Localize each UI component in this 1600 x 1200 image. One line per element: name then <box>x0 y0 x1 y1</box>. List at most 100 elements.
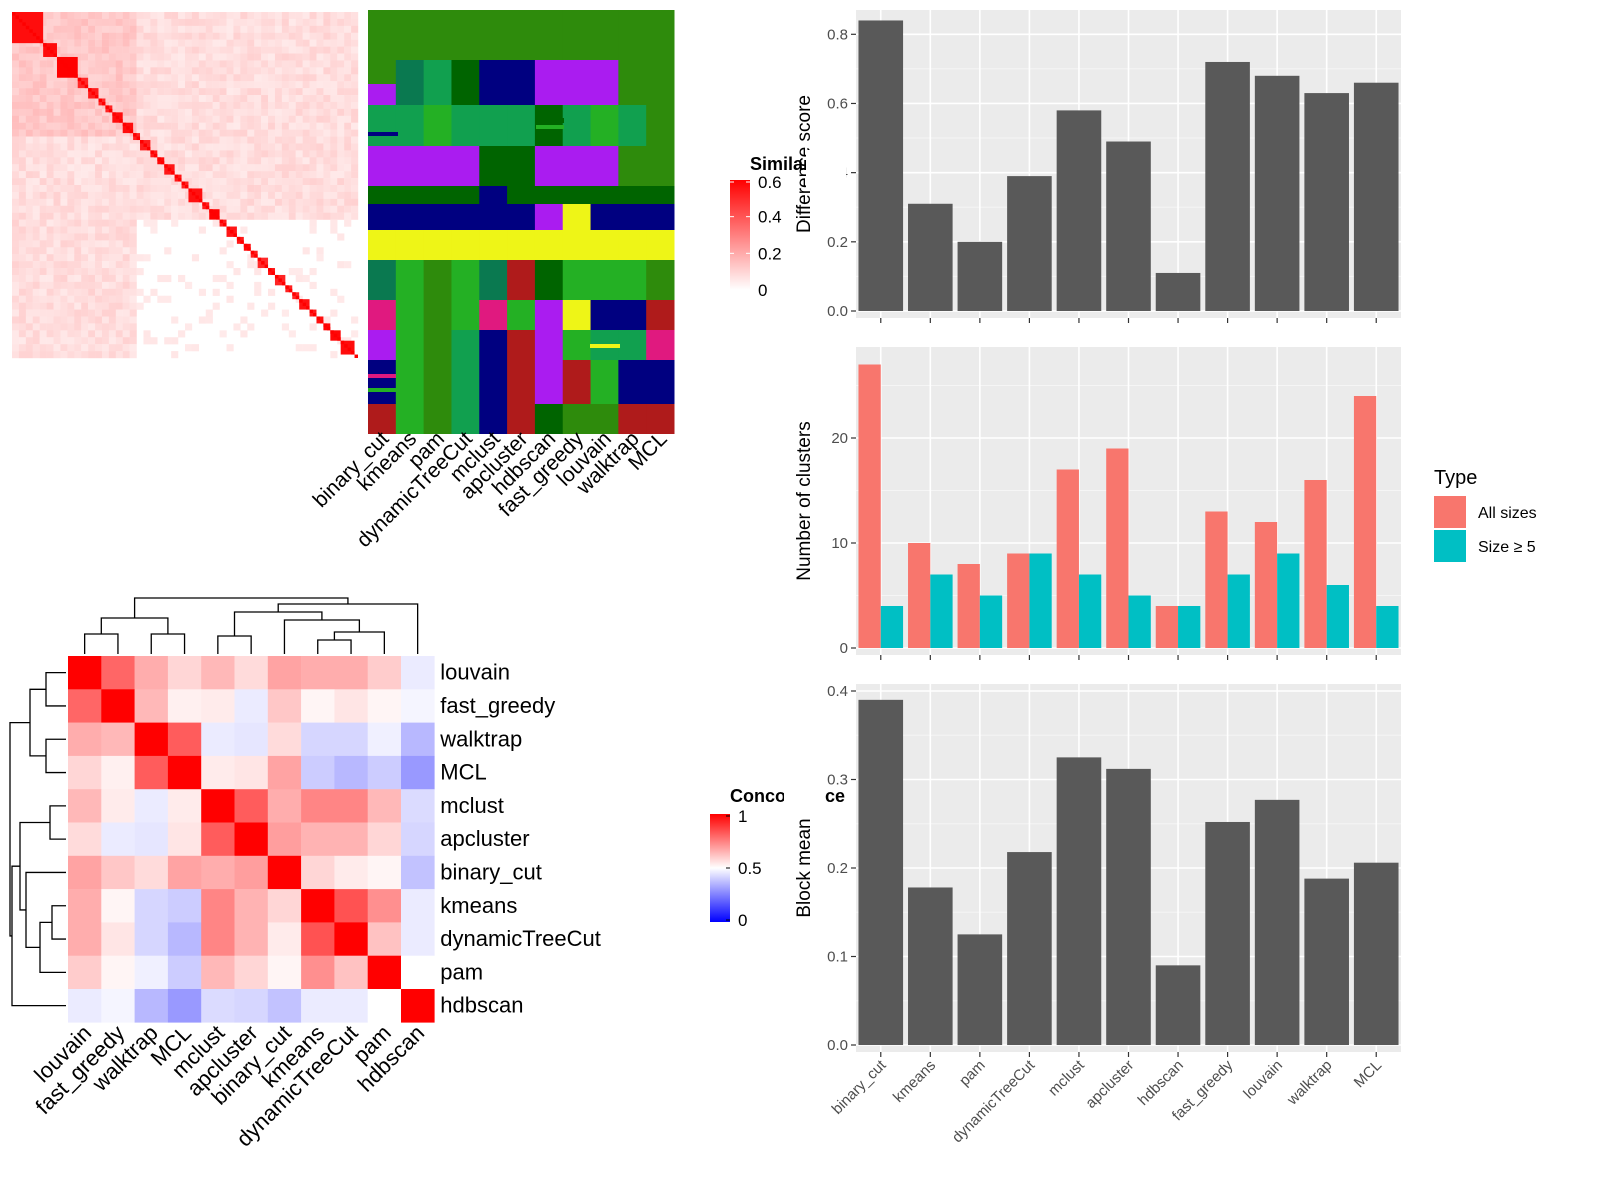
similarity-diagonal-cell <box>191 191 196 196</box>
similarity-cell <box>316 81 324 89</box>
concordance-cell <box>101 889 135 923</box>
similarity-cell <box>46 323 54 331</box>
similarity-cell <box>254 53 262 61</box>
similarity-cell <box>32 74 40 82</box>
similarity-cell <box>115 164 123 172</box>
similarity-cell <box>88 12 96 20</box>
similarity-cell <box>115 39 123 47</box>
similarity-cell <box>67 164 75 172</box>
similarity-cell <box>67 143 75 151</box>
similarity-cell <box>309 143 317 151</box>
similarity-cell <box>309 46 317 54</box>
similarity-cell <box>81 198 89 206</box>
similarity-diagonal-cell <box>32 32 37 37</box>
y-axis-label: Number of clusters <box>794 421 815 580</box>
similarity-cell <box>18 95 27 103</box>
similarity-cell <box>25 254 33 262</box>
membership-cell <box>590 230 619 260</box>
similarity-cell <box>330 46 338 54</box>
similarity-cell <box>316 212 324 220</box>
similarity-cell <box>274 150 283 158</box>
similarity-cell <box>247 32 255 40</box>
similarity-cell <box>74 351 82 359</box>
similarity-cell <box>60 337 68 345</box>
similarity-cell <box>171 205 179 213</box>
similarity-cell <box>74 316 82 324</box>
similarity-cell <box>281 95 289 103</box>
concordance-cell <box>367 822 402 857</box>
similarity-cell <box>60 261 68 269</box>
similarity-cell <box>60 288 68 296</box>
similarity-cell <box>32 274 40 283</box>
similarity-cell <box>81 205 89 213</box>
membership-cell <box>395 146 425 186</box>
similarity-diagonal-cell <box>115 115 120 120</box>
similarity-cell <box>191 95 200 103</box>
similarity-cell <box>39 205 47 213</box>
similarity-cell <box>233 157 241 165</box>
similarity-cell <box>171 351 179 359</box>
similarity-cell <box>171 178 179 186</box>
similarity-cell <box>219 74 227 82</box>
similarity-cell <box>316 247 324 255</box>
concordance-cell <box>301 755 335 790</box>
similarity-cell <box>164 171 172 179</box>
similarity-cell <box>205 157 213 165</box>
concordance-cell <box>101 755 135 790</box>
bar <box>957 934 1003 1045</box>
similarity-cell <box>81 122 89 130</box>
similarity-cell <box>108 143 116 151</box>
similarity-cell <box>240 74 248 82</box>
concordance-cell <box>334 922 368 956</box>
similarity-cell <box>351 143 359 151</box>
similarity-cell <box>46 212 54 220</box>
similarity-cell <box>323 143 331 151</box>
similarity-cell <box>32 323 40 331</box>
similarity-cell <box>108 60 116 68</box>
similarity-cell <box>219 129 227 137</box>
similarity-cell <box>143 198 151 206</box>
similarity-cell <box>302 12 310 20</box>
similarity-cell <box>115 337 123 345</box>
similarity-cell <box>185 18 193 27</box>
concordance-legend: Concordance 10.50 <box>710 780 845 930</box>
concordance-row-label: hdbscan <box>440 993 523 1018</box>
similarity-cell <box>122 12 130 20</box>
similarity-cell <box>281 150 289 158</box>
similarity-cell <box>295 150 303 158</box>
similarity-cell <box>288 157 296 165</box>
similarity-cell <box>88 74 96 82</box>
similarity-cell <box>323 185 331 193</box>
similarity-cell <box>198 205 206 213</box>
similarity-cell <box>46 254 54 262</box>
similarity-cell <box>101 219 110 227</box>
similarity-cell <box>254 136 262 144</box>
similarity-cell <box>191 171 200 179</box>
similarity-cell <box>219 212 227 220</box>
similarity-cell <box>178 150 186 158</box>
similarity-cell <box>295 212 303 220</box>
concordance-cell <box>234 989 269 1023</box>
similarity-cell <box>198 39 206 47</box>
similarity-cell <box>53 344 61 352</box>
membership-cell <box>479 10 508 60</box>
similarity-cell <box>129 12 137 20</box>
similarity-diagonal-cell <box>53 53 57 57</box>
similarity-cell <box>129 309 137 317</box>
concordance-cell <box>301 822 335 857</box>
similarity-cell <box>95 60 103 68</box>
similarity-cell <box>226 108 234 116</box>
similarity-cell <box>74 219 82 227</box>
similarity-cell <box>316 198 324 206</box>
similarity-cell <box>108 344 116 352</box>
similarity-cell <box>18 240 27 248</box>
similarity-cell <box>281 67 289 75</box>
similarity-cell <box>344 219 352 227</box>
bar <box>1353 862 1399 1045</box>
similarity-cell <box>198 122 206 130</box>
similarity-cell <box>122 309 130 317</box>
membership-cell <box>507 360 536 404</box>
concordance-cell <box>134 955 169 990</box>
similarity-cell <box>302 88 310 96</box>
similarity-cell <box>46 281 54 289</box>
